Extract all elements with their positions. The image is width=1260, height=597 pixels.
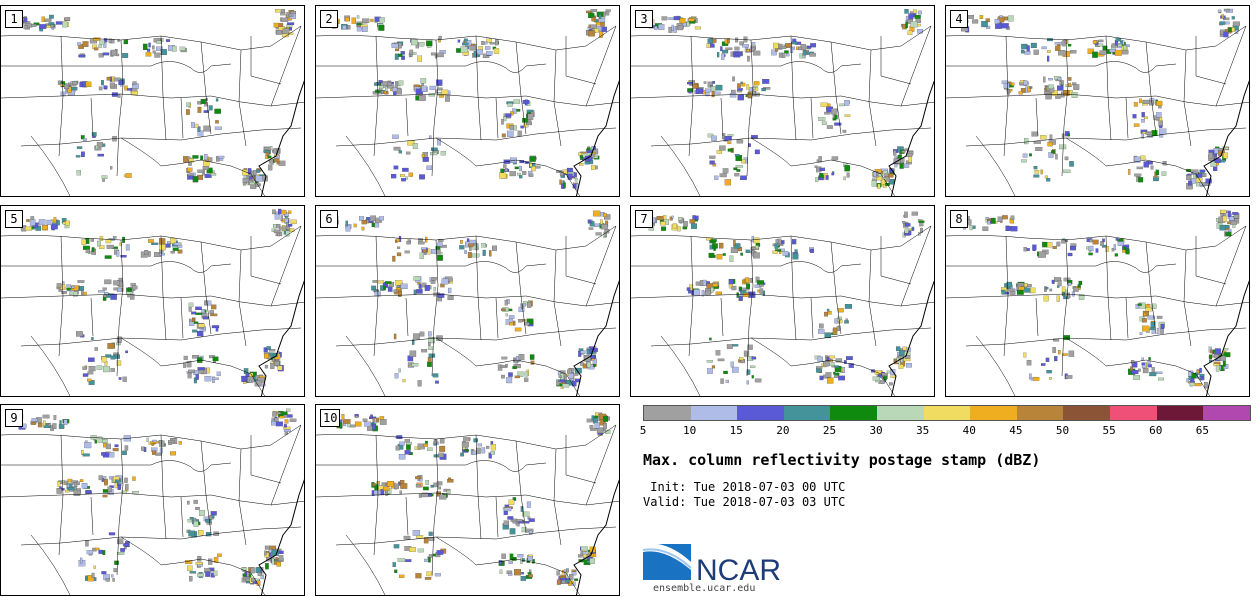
colorbar-tick-label: 20 bbox=[776, 424, 790, 437]
colorbar-swatch bbox=[1110, 406, 1157, 420]
colorbar-swatch bbox=[830, 406, 878, 420]
colorbar-swatch bbox=[1156, 406, 1204, 420]
reflectivity-echoes bbox=[332, 9, 611, 190]
colorbar-tick-label: 60 bbox=[1149, 424, 1163, 437]
coastline bbox=[1203, 280, 1249, 396]
reflectivity-map bbox=[1, 208, 304, 396]
member-number: 8 bbox=[950, 210, 968, 228]
member-number: 6 bbox=[320, 210, 338, 228]
member-number: 9 bbox=[5, 409, 23, 427]
ensemble-member-panel: 3 bbox=[630, 5, 935, 197]
coastline bbox=[888, 280, 934, 396]
state-borders bbox=[946, 25, 1249, 196]
reflectivity-map bbox=[1, 408, 304, 595]
reflectivity-echoes bbox=[333, 412, 611, 586]
colorbar-tick-label: 15 bbox=[729, 424, 743, 437]
reflectivity-map bbox=[1, 9, 304, 196]
state-borders bbox=[316, 424, 619, 595]
colorbar-tick-label: 5 bbox=[639, 424, 647, 437]
reflectivity-echoes bbox=[961, 8, 1240, 190]
ensemble-member-panel: 8 bbox=[945, 205, 1250, 397]
colorbar-ticks: 5 10 15 20 25 30 35 40 45 50 55 60 65 bbox=[639, 424, 1260, 438]
reflectivity-echoes bbox=[962, 209, 1240, 389]
colorbar-tick-label: 45 bbox=[1009, 424, 1023, 437]
reflectivity-map bbox=[631, 8, 934, 196]
ensemble-member-panel: 6 bbox=[315, 205, 620, 397]
colorbar-swatch bbox=[1016, 406, 1064, 420]
ensemble-member-panel: 2 bbox=[315, 5, 620, 197]
member-number: 1 bbox=[5, 10, 23, 28]
ensemble-member-panel: 9 bbox=[0, 404, 305, 596]
colorbar-tick-label: 25 bbox=[822, 424, 837, 437]
state-borders bbox=[316, 25, 619, 196]
reflectivity-echoes bbox=[17, 208, 297, 387]
reflectivity-map bbox=[946, 8, 1249, 196]
reflectivity-map bbox=[631, 211, 934, 396]
member-number: 10 bbox=[320, 409, 341, 427]
reflectivity-map bbox=[316, 412, 619, 595]
coastline bbox=[258, 280, 304, 396]
figure-title: Max. column reflectivity postage stamp (… bbox=[643, 451, 1041, 469]
colorbar-swatch bbox=[877, 406, 924, 420]
member-number: 4 bbox=[950, 10, 968, 28]
member-number: 5 bbox=[5, 210, 23, 228]
colorbar-swatch bbox=[923, 406, 971, 420]
ensemble-member-panel: 10 bbox=[315, 404, 620, 596]
ncar-logo: NCAR bbox=[643, 543, 781, 585]
ensemble-member-panel: 7 bbox=[630, 205, 935, 397]
colorbar-tick-label: 55 bbox=[1102, 424, 1116, 437]
logo-url: ensemble.ucar.edu bbox=[653, 583, 756, 594]
coastline bbox=[573, 280, 619, 396]
colorbar-tick-label: 65 bbox=[1195, 424, 1209, 437]
member-number: 2 bbox=[320, 10, 338, 28]
reflectivity-map bbox=[316, 210, 619, 396]
reflectivity-map bbox=[946, 209, 1249, 396]
coastline bbox=[1203, 80, 1249, 196]
valid-time: Valid: Tue 2018-07-03 03 UTC bbox=[643, 495, 846, 509]
state-borders bbox=[1, 424, 304, 595]
svg-text:NCAR: NCAR bbox=[696, 554, 781, 585]
reflectivity-echoes bbox=[646, 211, 925, 386]
colorbar-swatch bbox=[970, 406, 1017, 420]
colorbar-swatch bbox=[737, 406, 784, 420]
colorbar-tick-label: 30 bbox=[869, 424, 883, 437]
ensemble-member-panel: 4 bbox=[945, 5, 1250, 197]
reflectivity-echoes bbox=[646, 8, 923, 190]
colorbar-tick-label: 10 bbox=[682, 424, 697, 437]
colorbar bbox=[643, 405, 1251, 421]
reflectivity-map bbox=[316, 9, 619, 196]
coastline bbox=[573, 80, 619, 196]
ensemble-member-panel: 5 bbox=[0, 205, 305, 397]
state-borders bbox=[1, 25, 304, 196]
state-borders bbox=[631, 25, 934, 196]
colorbar-swatch bbox=[1203, 406, 1250, 420]
coastline bbox=[258, 80, 304, 196]
colorbar-swatch bbox=[644, 406, 691, 420]
init-time: Init: Tue 2018-07-03 00 UTC bbox=[643, 480, 846, 494]
state-borders bbox=[1, 225, 304, 396]
colorbar-swatch bbox=[1063, 406, 1111, 420]
reflectivity-echoes bbox=[331, 210, 611, 389]
coastline bbox=[573, 479, 619, 595]
colorbar-tick-label: 50 bbox=[1055, 424, 1070, 437]
state-borders bbox=[631, 225, 934, 396]
ensemble-member-panel: 1 bbox=[0, 5, 305, 197]
reflectivity-echoes bbox=[16, 9, 297, 189]
member-number: 3 bbox=[635, 10, 653, 28]
state-borders bbox=[316, 225, 619, 396]
colorbar-swatch bbox=[690, 406, 738, 420]
coastline bbox=[258, 479, 304, 595]
coastline bbox=[888, 80, 934, 196]
colorbar-tick-label: 40 bbox=[962, 424, 976, 437]
member-number: 7 bbox=[635, 210, 653, 228]
colorbar-tick-label: 35 bbox=[916, 424, 930, 437]
state-borders bbox=[946, 225, 1249, 396]
colorbar-swatch bbox=[783, 406, 831, 420]
